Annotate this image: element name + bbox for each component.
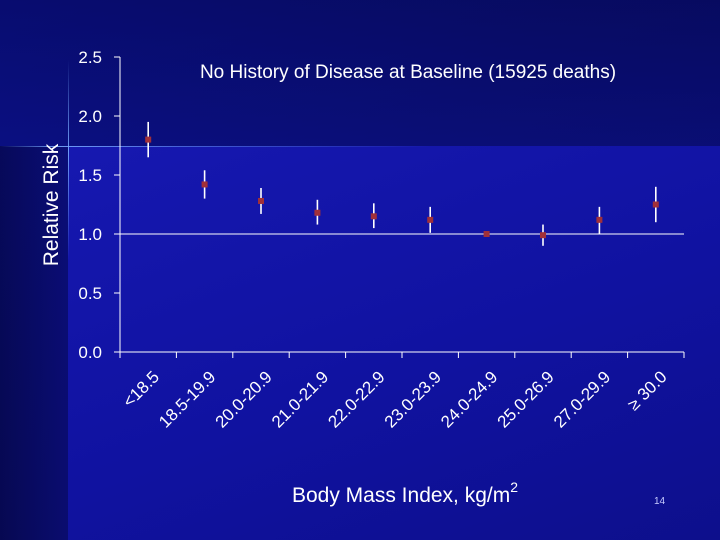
data-point-marker xyxy=(483,231,490,237)
x-tick-label: 27.0-29.9 xyxy=(550,367,614,431)
data-point-marker xyxy=(201,181,208,188)
x-tick-label: 18.5-19.9 xyxy=(155,367,219,431)
y-tick-labels: 0.0 0.5 1.0 1.5 2.0 2.5 xyxy=(78,48,102,362)
x-tick-label: 21.0-21.9 xyxy=(268,367,332,431)
y-tick-label: 1.5 xyxy=(78,166,102,185)
data-marks xyxy=(145,121,659,246)
x-axis-label-superscript: 2 xyxy=(510,479,518,495)
x-axis-label: Body Mass Index, kg/m2 xyxy=(292,479,518,507)
x-tick-label: ≥ 30.0 xyxy=(624,367,671,414)
data-point-marker xyxy=(145,136,152,143)
data-point-marker xyxy=(540,232,546,239)
x-tick-label: 20.0-20.9 xyxy=(212,367,276,431)
left-band xyxy=(0,146,68,540)
x-tick-label: 24.0-24.9 xyxy=(437,367,501,431)
data-point-marker xyxy=(427,216,434,223)
x-tick-label: 25.0-26.9 xyxy=(494,367,558,431)
decorative-vertical-line xyxy=(68,60,69,260)
data-point-marker xyxy=(370,213,377,220)
chart-axes xyxy=(114,56,685,358)
x-tick-labels: <18.518.5-19.920.0-20.921.0-21.922.0-22.… xyxy=(119,367,670,431)
data-point-marker xyxy=(652,201,659,208)
y-axis-label: Relative Risk xyxy=(40,143,63,266)
x-tick-label: 22.0-22.9 xyxy=(324,367,388,431)
y-tick-label: 2.5 xyxy=(78,48,102,67)
decorative-horizontal-line xyxy=(0,146,720,147)
y-tick-label: 0.5 xyxy=(78,284,102,303)
data-point-marker xyxy=(314,209,321,216)
slide-number: 14 xyxy=(654,496,666,507)
y-tick-label: 0.0 xyxy=(78,343,102,362)
main-band xyxy=(68,146,720,540)
data-point-marker xyxy=(258,197,264,204)
y-tick-label: 2.0 xyxy=(78,107,102,126)
chart-title: No History of Disease at Baseline (15925… xyxy=(200,62,616,83)
x-tick-label: <18.5 xyxy=(119,367,163,411)
data-point-marker xyxy=(596,216,603,223)
x-axis-label-text: Body Mass Index, kg/m xyxy=(292,484,510,507)
x-tick-label: 23.0-23.9 xyxy=(381,367,445,431)
y-tick-label: 1.0 xyxy=(78,225,102,244)
